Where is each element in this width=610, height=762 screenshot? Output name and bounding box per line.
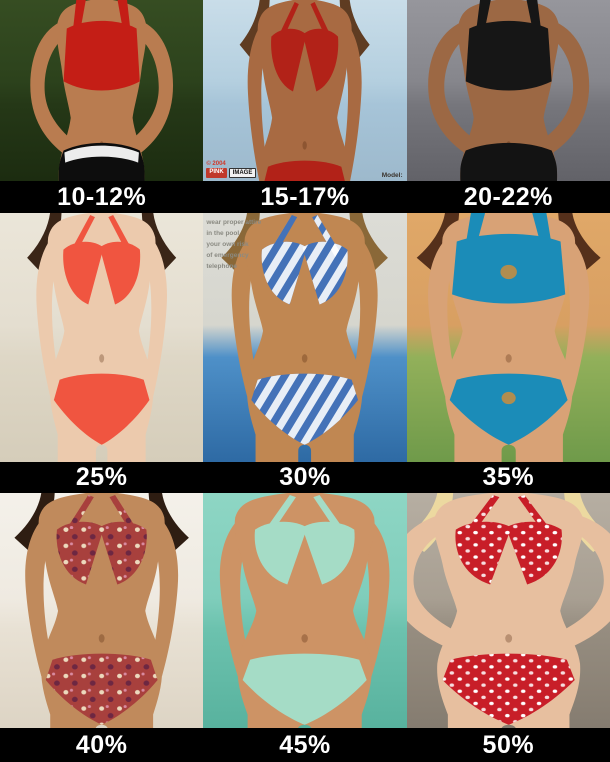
sign-line: of emergency (206, 252, 249, 260)
bodyfat-label: 10-12% (57, 182, 147, 211)
pool-rules-sign: wear proper attire in the pool your own … (206, 217, 297, 272)
photo-bodyfat-25 (0, 213, 204, 462)
figure-illustration (406, 493, 610, 728)
bodyfat-label: 45% (279, 730, 331, 759)
photo-row-3 (0, 493, 610, 728)
photo-bodyfat-10-12 (0, 0, 204, 181)
bodyfat-label: 40% (75, 730, 128, 759)
watermark-logo-pink: PINK (206, 168, 227, 178)
watermark-logos: PINK IMAGE (206, 168, 257, 178)
label-band-1: 10-12% 15-17% 20-22% (0, 181, 610, 213)
sign-line: wear proper attire (206, 219, 262, 226)
figure-illustration (239, 0, 371, 181)
figure-illustration (416, 213, 601, 462)
sign-line: in the pool (206, 230, 240, 238)
label-band-3: 40% 45% 50% (0, 728, 610, 762)
bodyfat-label: 15-17% (260, 182, 350, 211)
sign-line: telephone (206, 263, 238, 271)
figure-illustration (208, 493, 402, 728)
watermark-copyright: © 2004 (206, 161, 226, 167)
figure-illustration (30, 0, 174, 181)
bodyfat-label: 50% (482, 730, 535, 759)
photo-bodyfat-30: wear proper attire in the pool your own … (203, 213, 407, 462)
label-band-2: 25% 30% 35% (0, 462, 610, 493)
bodyfat-label: 25% (75, 463, 128, 491)
figure-illustration (14, 493, 189, 728)
photo-row-1: © 2004 PINK IMAGE Model: (0, 0, 610, 181)
photo-bodyfat-40 (0, 493, 204, 728)
brooch-ornament (500, 264, 517, 280)
figure-illustration (427, 0, 589, 181)
bodyfat-label: 35% (482, 463, 535, 491)
photo-bodyfat-35 (406, 213, 610, 462)
photo-bodyfat-15-17: © 2004 PINK IMAGE Model: (203, 0, 407, 181)
photo-row-2: wear proper attire in the pool your own … (0, 213, 610, 462)
bodyfat-label: 20-22% (463, 182, 553, 211)
brooch-ornament (501, 391, 516, 405)
watermark-logo-image: IMAGE (228, 168, 257, 178)
sign-line: your own risk (206, 241, 249, 249)
model-credit: Model: (381, 172, 403, 179)
photo-watermark: © 2004 PINK IMAGE (206, 161, 257, 178)
photo-bodyfat-50 (406, 493, 610, 728)
figure-illustration (27, 213, 177, 462)
photo-bodyfat-20-22 (406, 0, 610, 181)
photo-bodyfat-45 (203, 493, 407, 728)
bodyfat-label: 30% (279, 463, 331, 491)
